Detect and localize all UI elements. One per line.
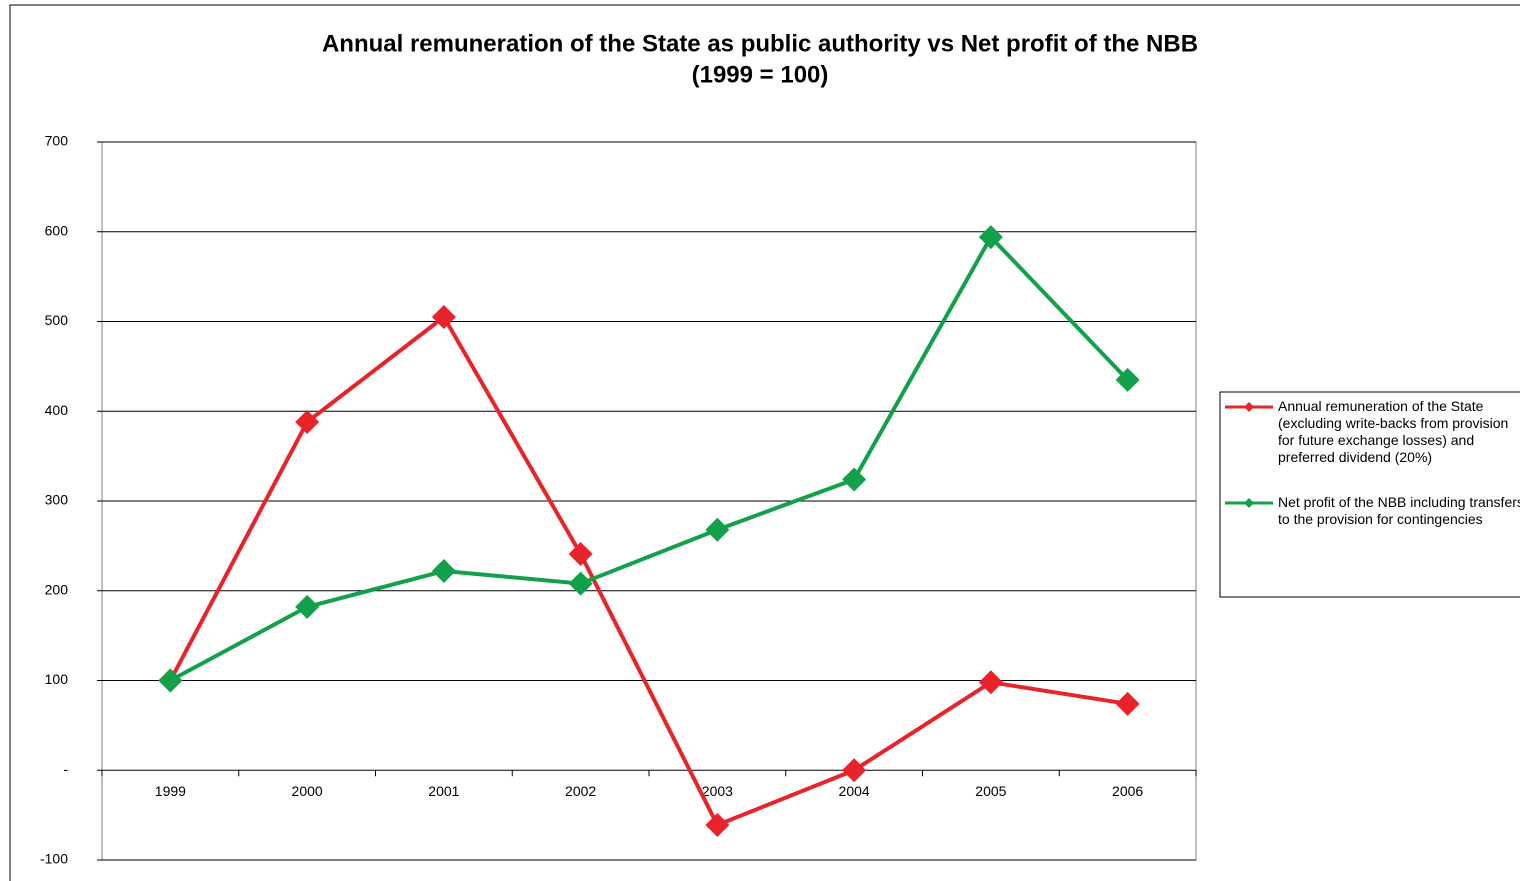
x-tick-label: 2000 [292, 783, 323, 799]
legend-marker [1244, 402, 1254, 412]
data-point [842, 467, 867, 492]
y-tick-label: 100 [45, 671, 69, 687]
x-tick-label: 2003 [702, 783, 733, 799]
x-tick-label: 2005 [975, 783, 1006, 799]
chart-title: Annual remuneration of the State as publ… [322, 30, 1198, 57]
data-point [431, 305, 456, 330]
data-point [978, 670, 1003, 695]
legend-label: Annual remuneration of the State (exclud… [1278, 398, 1509, 465]
chart-border [9, 4, 1520, 881]
x-tick-label: 2004 [839, 783, 870, 799]
data-point [431, 559, 456, 584]
y-tick-label: 300 [45, 492, 69, 508]
data-point [568, 571, 593, 596]
legend-marker [1244, 498, 1254, 508]
y-tick-label: - [63, 761, 68, 777]
series-line [168, 315, 1128, 827]
x-tick-label: 1999 [155, 783, 186, 799]
x-tick-label: 2006 [1112, 783, 1143, 799]
y-tick-label: 500 [45, 312, 69, 328]
data-point [705, 517, 730, 542]
data-point [158, 668, 183, 693]
data-point [978, 225, 1003, 250]
legend-box [1219, 391, 1520, 598]
y-tick-label: 600 [45, 222, 69, 238]
data-point [1115, 691, 1140, 716]
data-point [705, 812, 730, 837]
legend-label: Net profit of the NBB including transfer… [1278, 494, 1520, 527]
data-point [842, 758, 867, 783]
data-point [1115, 367, 1140, 392]
data-point [295, 594, 320, 619]
chart-subtitle: (1999 = 100) [692, 61, 829, 88]
series-line [169, 235, 1130, 683]
x-tick-label: 2001 [428, 783, 459, 799]
data-point [295, 410, 320, 435]
data-point [568, 541, 593, 566]
y-tick-label: -100 [40, 851, 68, 867]
y-tick-label: 700 [45, 133, 69, 149]
y-tick-label: 200 [45, 581, 69, 597]
y-tick-label: 400 [45, 402, 69, 418]
x-tick-label: 2002 [565, 783, 596, 799]
